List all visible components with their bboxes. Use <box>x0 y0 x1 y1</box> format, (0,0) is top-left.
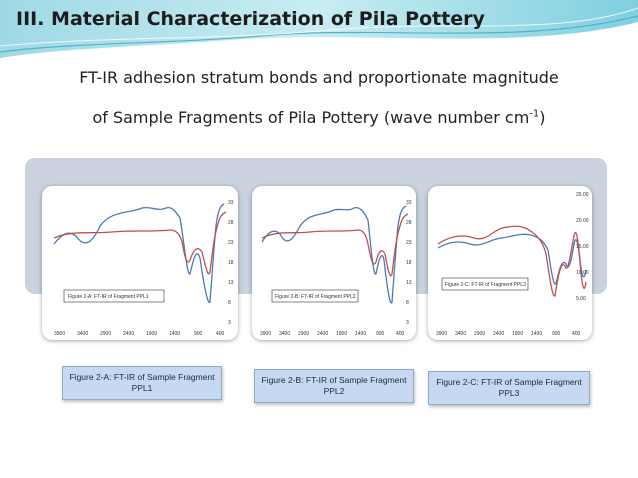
subtitle-line-1: FT-IR adhesion stratum bonds and proport… <box>79 68 559 87</box>
x-tick: 400 <box>572 331 581 337</box>
x-tick: 2900 <box>100 331 111 337</box>
header-decoration <box>0 0 638 58</box>
x-tick: 400 <box>396 331 405 337</box>
y-tick: 23 <box>406 240 412 246</box>
x-tick: 3900 <box>260 331 271 337</box>
x-tick: 2400 <box>493 331 504 337</box>
y-tick: 33 <box>406 200 412 206</box>
caption-ppl2-line2: PPL2 <box>323 386 345 396</box>
ftir-panel-ppl3: Figure 2-C: FT-IR of Fragment PPL3 3900 … <box>428 186 592 340</box>
subtitle-superscript: -1 <box>529 108 540 120</box>
y-tick: 20.00 <box>576 218 589 224</box>
x-tick: 900 <box>552 331 561 337</box>
x-tick: 1400 <box>169 331 180 337</box>
x-tick: 2900 <box>474 331 485 337</box>
y-tick: 23 <box>228 240 234 246</box>
series-red-ppl2 <box>261 213 409 277</box>
caption-ppl2-line1: Figure 2-B: FT-IR of Sample Fragment <box>261 375 407 385</box>
subtitle-line-2-main: of Sample Fragments of Pila Pottery (wav… <box>92 108 530 127</box>
y-ticks-ppl1: 33 28 23 18 13 8 3 <box>228 200 234 326</box>
series-red-ppl3 <box>437 225 587 297</box>
y-tick: 13 <box>228 280 234 286</box>
inbox-label-ppl3: Figure 2-C: FT-IR of Fragment PPL3 <box>445 282 526 288</box>
subtitle-line-2-end: ) <box>539 108 546 127</box>
x-tick: 1900 <box>336 331 347 337</box>
x-tick: 2400 <box>123 331 134 337</box>
y-tick: 5.00 <box>576 296 586 302</box>
ftir-plot-ppl3: Figure 2-C: FT-IR of Fragment PPL3 3900 … <box>436 192 589 337</box>
x-tick: 3900 <box>436 331 447 337</box>
y-tick: 3 <box>228 320 231 326</box>
y-tick: 28 <box>228 220 234 226</box>
y-tick: 18 <box>406 260 412 266</box>
ftir-plot-ppl1: Figure 2-A: FT-IR of Fragment PPL1 3900 … <box>53 200 234 337</box>
caption-ppl1-line1: Figure 2-A: FT-IR of Sample Fragment <box>69 372 215 382</box>
y-ticks-ppl2: 33 28 23 18 13 8 3 <box>406 200 412 326</box>
inbox-label-ppl2: Figure 2-B: FT-IR of Fragment PPL2 <box>275 294 356 300</box>
page-title: III. Material Characterization of Pila P… <box>16 8 485 30</box>
inbox-label-ppl1: Figure 2-A: FT-IR of Fragment PPL1 <box>68 294 149 300</box>
y-tick: 3 <box>406 320 409 326</box>
subtitle-line-2: of Sample Fragments of Pila Pottery (wav… <box>0 108 638 127</box>
caption-ppl3-line1: Figure 2-C: FT-IR of Sample Fragment <box>436 377 582 387</box>
x-tick: 1400 <box>355 331 366 337</box>
x-tick: 3400 <box>455 331 466 337</box>
x-tick: 2900 <box>298 331 309 337</box>
x-ticks-ppl1: 3900 3400 2900 2400 1900 1400 900 400 <box>54 331 225 337</box>
ftir-panel-ppl2: Figure 2-B: FT-IR of Fragment PPL2 3900 … <box>252 186 416 340</box>
series-blue-ppl1 <box>53 203 225 304</box>
x-ticks-ppl2: 3900 3400 2900 2400 1900 1400 900 400 <box>260 331 405 337</box>
y-tick: 25.00 <box>576 192 589 198</box>
x-ticks-ppl3: 3900 3400 2900 2400 1900 1400 900 400 <box>436 331 581 337</box>
x-tick: 400 <box>216 331 225 337</box>
x-tick: 3400 <box>77 331 88 337</box>
series-blue-ppl3 <box>437 233 587 285</box>
y-tick: 8 <box>228 300 231 306</box>
inbox-label-box-ppl1: Figure 2-A: FT-IR of Fragment PPL1 <box>63 289 165 303</box>
y-tick: 18 <box>228 260 234 266</box>
y-tick: 28 <box>406 220 412 226</box>
x-tick: 1400 <box>531 331 542 337</box>
y-tick: 13 <box>406 280 412 286</box>
y-tick: 8 <box>406 300 409 306</box>
y-tick: 15.00 <box>576 244 589 250</box>
caption-ppl3: Figure 2-C: FT-IR of Sample Fragment PPL… <box>428 371 590 405</box>
inbox-label-box-ppl3: Figure 2-C: FT-IR of Fragment PPL3 <box>441 277 529 291</box>
caption-ppl2: Figure 2-B: FT-IR of Sample Fragment PPL… <box>254 369 414 403</box>
series-blue-ppl2 <box>261 205 407 304</box>
inbox-label-box-ppl2: Figure 2-B: FT-IR of Fragment PPL2 <box>271 289 359 303</box>
y-ticks-ppl3: 25.00 20.00 15.00 10.00 5.00 <box>576 192 589 302</box>
x-tick: 2400 <box>317 331 328 337</box>
x-tick: 3900 <box>54 331 65 337</box>
y-tick: 33 <box>228 200 234 206</box>
x-tick: 1900 <box>512 331 523 337</box>
series-red-ppl1 <box>53 211 227 275</box>
x-tick: 900 <box>376 331 385 337</box>
caption-ppl3-line2: PPL3 <box>498 388 520 398</box>
x-tick: 900 <box>194 331 203 337</box>
caption-ppl1-line2: PPL1 <box>131 383 153 393</box>
ftir-plot-ppl2: Figure 2-B: FT-IR of Fragment PPL2 3900 … <box>260 200 412 337</box>
x-tick: 1900 <box>146 331 157 337</box>
x-tick: 3400 <box>279 331 290 337</box>
caption-ppl1: Figure 2-A: FT-IR of Sample Fragment PPL… <box>62 366 222 400</box>
ftir-panel-ppl1: Figure 2-A: FT-IR of Fragment PPL1 3900 … <box>42 186 238 340</box>
y-tick: 10.00 <box>576 270 589 276</box>
